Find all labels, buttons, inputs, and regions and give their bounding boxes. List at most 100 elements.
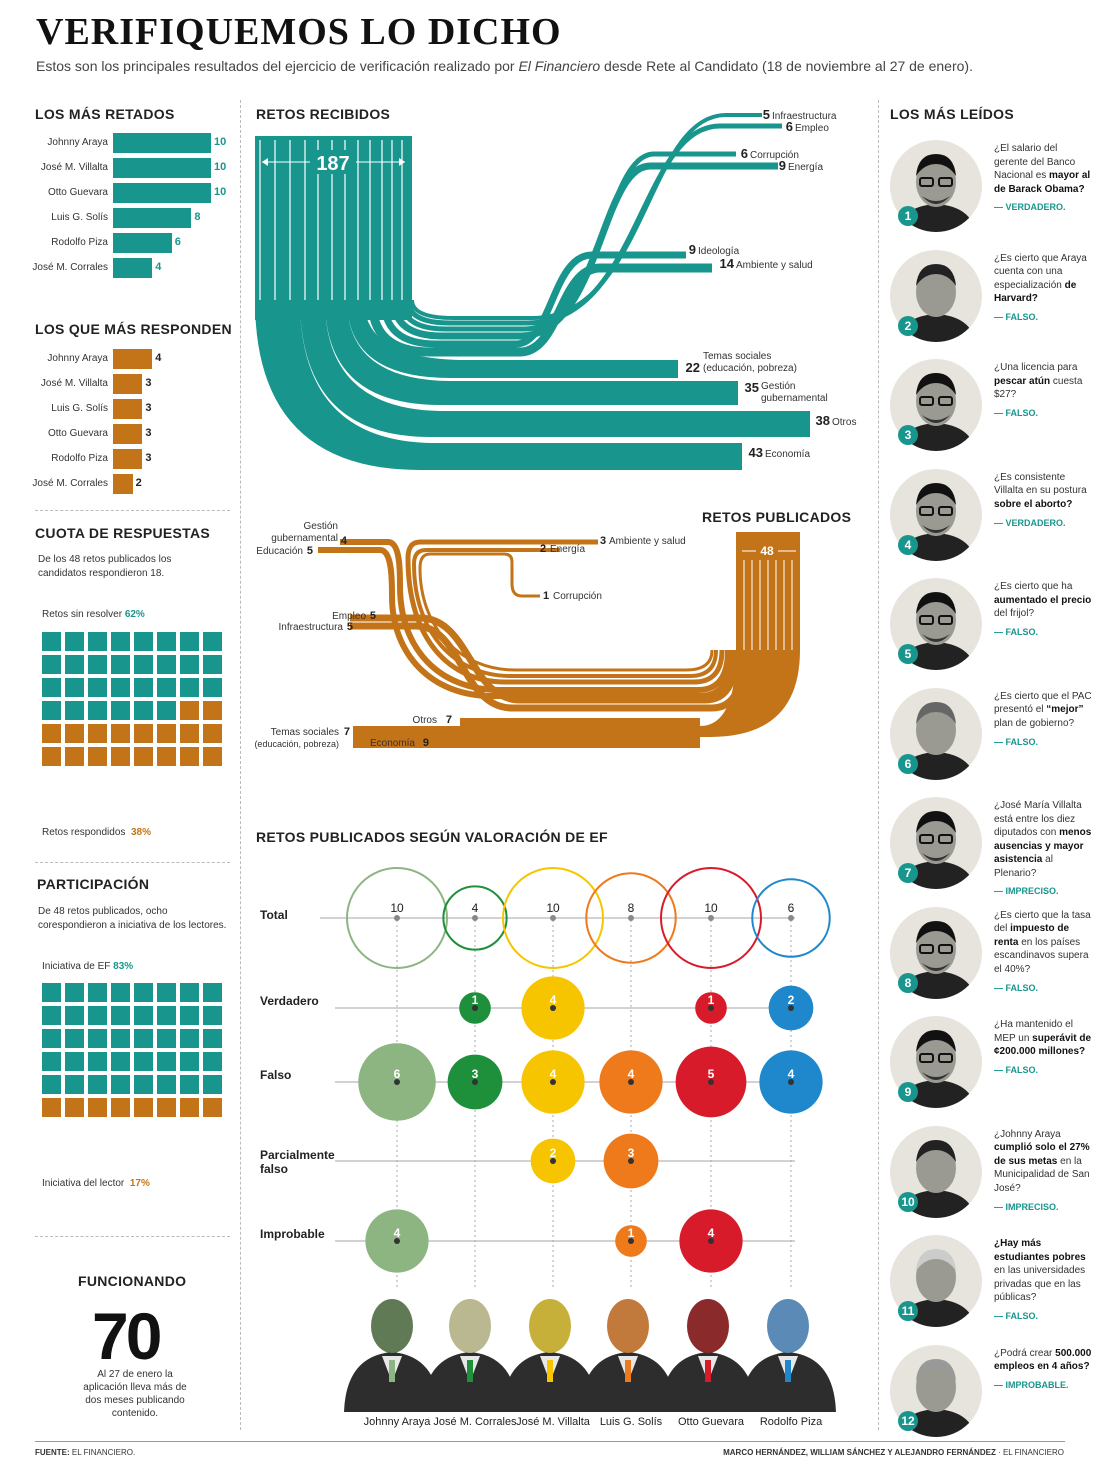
footer-source: FUENTE: EL FINANCIERO. — [35, 1448, 135, 1457]
bar-value: 4 — [155, 261, 162, 273]
section-divider — [35, 510, 230, 511]
question-text: ¿José María Villalta está entre los diez… — [994, 799, 1094, 880]
waffle-cell — [42, 724, 61, 743]
leido-item[interactable]: 12 ¿Podrá crear 500.000 empleos en 4 años… — [890, 1344, 1100, 1455]
question-text-start: ¿Es cierto que la tasa del — [994, 909, 1091, 935]
participacion-title: PARTICIPACIÓN — [37, 876, 150, 892]
waffle-cell — [157, 747, 176, 766]
waffle-cell — [111, 1052, 130, 1071]
category-label: gubernamental — [271, 533, 338, 544]
page-subtitle: Estos son los principales resultados del… — [36, 58, 973, 74]
category-value: 3 — [600, 535, 606, 547]
flow-corrupcion — [418, 552, 714, 672]
participacion-top-pct: 83% — [113, 961, 134, 972]
mas-leidos-list: 1 ¿El salario del gerente del Banco Nacio… — [890, 140, 1100, 1437]
portrait-photo — [890, 1344, 982, 1437]
leido-item[interactable]: 1 ¿El salario del gerente del Banco Nacio… — [890, 140, 1100, 250]
waffle-cell — [203, 1006, 222, 1025]
flow-gestion — [340, 539, 731, 693]
bar-label: Luis G. Solís — [51, 212, 108, 223]
category-value: 5 — [763, 107, 770, 122]
question-text-end: del frijol? — [994, 608, 1035, 619]
tie-shape — [547, 1360, 553, 1382]
category-value: 9 — [779, 158, 786, 173]
leido-item[interactable]: 10 ¿Johnny Araya cumplió solo el 27% de s… — [890, 1125, 1100, 1236]
mas-retados-title: LOS MÁS RETADOS — [35, 106, 175, 122]
category-value: 6 — [741, 146, 748, 161]
cuota-title: CUOTA DE RESPUESTAS — [35, 525, 211, 541]
category-label: Ambiente y salud — [736, 260, 813, 271]
cuota-bottom-label: Retos respondidos 38% — [42, 827, 151, 838]
leido-item[interactable]: 8 ¿Es cierto que la tasa del impuesto de … — [890, 906, 1100, 1017]
total-bubble — [346, 867, 448, 969]
leido-item[interactable]: 11 ¿Hay más estudiantes pobres en las uni… — [890, 1235, 1100, 1345]
question-text-end: en las universidades privadas que en las… — [994, 1265, 1086, 1303]
waffle-cell — [157, 1006, 176, 1025]
bubble-center — [628, 1079, 634, 1085]
verdict-label: — FALSO. — [994, 1311, 1039, 1321]
rank-badge: 7 — [898, 863, 918, 883]
tie-shape — [625, 1360, 631, 1382]
category-label: Temas sociales — [271, 727, 339, 738]
waffle-cell — [65, 701, 84, 720]
category-value: 5 — [370, 610, 376, 622]
question-text-highlight: aumentado el precio — [994, 594, 1092, 606]
waffle-cell — [203, 655, 222, 674]
rank-badge: 10 — [898, 1191, 918, 1212]
verdict-label: — FALSO. — [994, 736, 1039, 747]
category-label: Temas sociales — [703, 351, 771, 362]
leido-item[interactable]: 6 ¿Es cierto que el PAC presentó el “mejo… — [890, 687, 1100, 798]
waffle-cell — [134, 1075, 153, 1094]
waffle-cell — [111, 1098, 130, 1117]
waffle-cell — [111, 632, 130, 651]
bubble-value: 4 — [472, 901, 479, 915]
question-text-highlight: menos ausencias y mayor asistencia — [994, 827, 1092, 865]
portrait-photo — [890, 1235, 982, 1327]
bubble-value: 4 — [788, 1067, 795, 1081]
bubble-center — [628, 915, 634, 921]
participacion-bottom-text: Iniciativa del lector — [42, 1178, 125, 1189]
waffle-cell — [180, 1029, 199, 1048]
leido-item[interactable]: 7 ¿José María Villalta está entre los die… — [890, 797, 1100, 907]
waffle-cell — [65, 1006, 84, 1025]
bar-label: José M. Villalta — [40, 378, 108, 389]
waffle-cell — [180, 632, 199, 651]
column-divider-left — [240, 100, 241, 1430]
waffle-cell — [134, 724, 153, 743]
leido-item[interactable]: 5 ¿Es cierto que ha aumentado el precio d… — [890, 578, 1100, 688]
verdict-label: — IMPROBABLE. — [994, 1379, 1069, 1390]
bar-label: Johnny Araya — [47, 137, 108, 148]
bubble-value: 10 — [704, 901, 718, 915]
mas-leidos-title: LOS MÁS LEÍDOS — [890, 106, 1014, 122]
question-text-end: cuesta $27? — [994, 375, 1083, 401]
candidates-group-photo — [344, 1299, 836, 1412]
waffle-cell — [111, 1075, 130, 1094]
bubble-center — [394, 915, 400, 921]
waffle-cell — [88, 701, 107, 720]
waffle-cell — [111, 655, 130, 674]
leido-item[interactable]: 9 ¿Ha mantenido el MEP un superávit de ¢2… — [890, 1016, 1100, 1126]
bar — [113, 374, 143, 394]
waffle-cell — [42, 983, 61, 1002]
bubble-value: 6 — [788, 901, 795, 915]
waffle-cell — [65, 678, 84, 697]
bubble-value: 4 — [708, 1226, 715, 1240]
bubble-value: 8 — [628, 901, 635, 915]
category-label: Energía — [788, 162, 823, 173]
leido-item[interactable]: 2 ¿Es cierto que Araya cuenta con una esp… — [890, 249, 1100, 360]
waffle-cell — [180, 678, 199, 697]
bar — [113, 158, 211, 178]
leido-item[interactable]: 3 ¿Una licencia para pescar atún cuesta $… — [890, 359, 1100, 469]
waffle-cell — [134, 655, 153, 674]
question-text-start: ¿Es consistente Villalta en su postura — [994, 471, 1087, 497]
waffle-cell — [88, 1098, 107, 1117]
leido-item[interactable]: 4 ¿Es consistente Villalta en su postura … — [890, 468, 1100, 579]
question-text-highlight: pescar atún — [994, 375, 1051, 387]
cuota-bottom-text: Retos respondidos — [42, 827, 126, 838]
waffle-cell — [65, 983, 84, 1002]
question-text-highlight: sobre el aborto? — [994, 498, 1073, 510]
question-text: ¿Ha mantenido el MEP un superávit de ¢20… — [994, 1018, 1094, 1059]
head-shape — [767, 1299, 809, 1353]
bubble-center — [472, 1005, 478, 1011]
bar-value: 6 — [174, 236, 181, 248]
